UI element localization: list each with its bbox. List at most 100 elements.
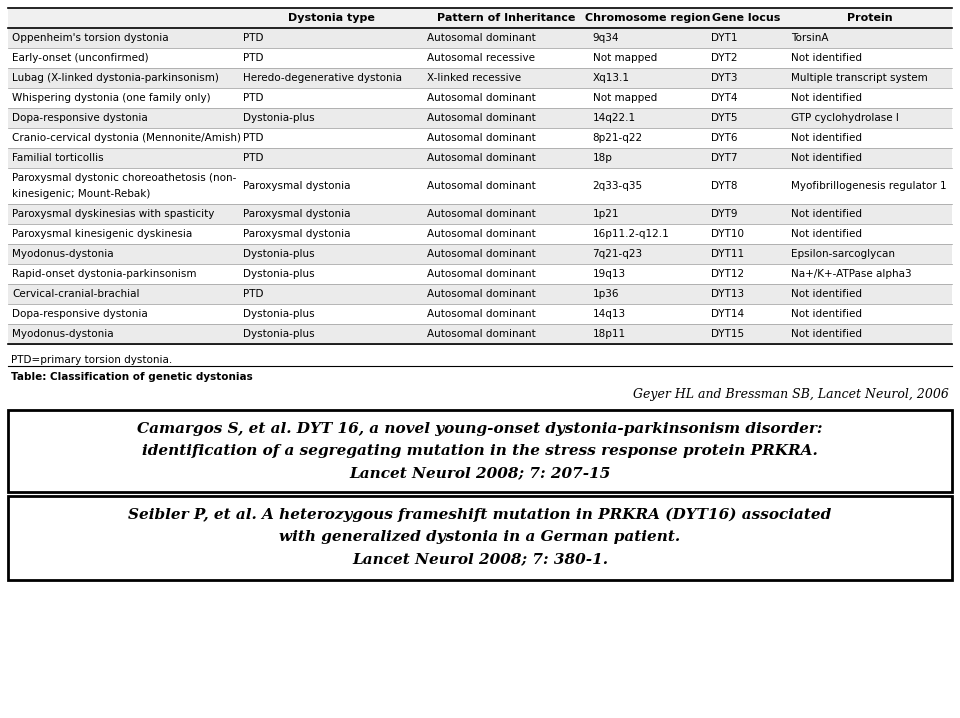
Bar [8, 108, 952, 128]
Bar [8, 224, 952, 244]
Text: 9q34: 9q34 [592, 33, 619, 43]
Text: Myofibrillogenesis regulator 1: Myofibrillogenesis regulator 1 [791, 181, 947, 191]
Bar [8, 68, 952, 88]
Text: PTD=primary torsion dystonia.: PTD=primary torsion dystonia. [11, 355, 172, 365]
Text: Paroxysmal kinesigenic dyskinesia: Paroxysmal kinesigenic dyskinesia [12, 229, 192, 239]
Text: Not identified: Not identified [791, 209, 862, 219]
Text: PTD: PTD [243, 153, 264, 163]
Text: 18p: 18p [592, 153, 612, 163]
Text: DYT2: DYT2 [710, 53, 737, 63]
Text: Dystonia-plus: Dystonia-plus [243, 269, 315, 279]
Text: 1p36: 1p36 [592, 289, 619, 299]
Text: Not identified: Not identified [791, 153, 862, 163]
Text: GTP cyclohydrolase I: GTP cyclohydrolase I [791, 113, 899, 123]
Text: Epsilon-sarcoglycan: Epsilon-sarcoglycan [791, 249, 895, 259]
Text: Gene locus: Gene locus [712, 13, 780, 23]
Text: Not identified: Not identified [791, 53, 862, 63]
Bar [8, 204, 952, 224]
Text: Autosomal dominant: Autosomal dominant [427, 33, 536, 43]
Text: Dopa-responsive dystonia: Dopa-responsive dystonia [12, 309, 148, 319]
Text: Lubag (X-linked dystonia-parkinsonism): Lubag (X-linked dystonia-parkinsonism) [12, 73, 219, 83]
Text: PTD: PTD [243, 33, 264, 43]
Text: Not mapped: Not mapped [592, 53, 657, 63]
Text: Not mapped: Not mapped [592, 93, 657, 103]
Bar [8, 48, 952, 68]
Text: Paroxysmal dystonic choreoathetosis (non-: Paroxysmal dystonic choreoathetosis (non… [12, 173, 236, 183]
Text: Dystonia-plus: Dystonia-plus [243, 309, 315, 319]
Text: Whispering dystonia (one family only): Whispering dystonia (one family only) [12, 93, 210, 103]
Text: PTD: PTD [243, 93, 264, 103]
Text: 18p11: 18p11 [592, 329, 626, 339]
Text: Not identified: Not identified [791, 133, 862, 143]
Text: Autosomal dominant: Autosomal dominant [427, 113, 536, 123]
Bar [8, 88, 952, 108]
Text: DYT15: DYT15 [710, 329, 744, 339]
Text: DYT4: DYT4 [710, 93, 737, 103]
Text: 19q13: 19q13 [592, 269, 626, 279]
Text: PTD: PTD [243, 53, 264, 63]
Text: Chromosome region: Chromosome region [585, 13, 710, 23]
Text: 14q13: 14q13 [592, 309, 626, 319]
Bar [8, 168, 952, 204]
Text: Not identified: Not identified [791, 229, 862, 239]
Text: Paroxysmal dystonia: Paroxysmal dystonia [243, 229, 350, 239]
Text: DYT9: DYT9 [710, 209, 737, 219]
Text: Early-onset (unconfirmed): Early-onset (unconfirmed) [12, 53, 149, 63]
Text: Familial torticollis: Familial torticollis [12, 153, 104, 163]
Bar [8, 304, 952, 324]
Text: Autosomal dominant: Autosomal dominant [427, 249, 536, 259]
Bar [8, 496, 952, 580]
Bar [8, 410, 952, 492]
Text: Autosomal dominant: Autosomal dominant [427, 229, 536, 239]
Text: Cranio-cervical dystonia (Mennonite/Amish): Cranio-cervical dystonia (Mennonite/Amis… [12, 133, 241, 143]
Text: Autosomal dominant: Autosomal dominant [427, 329, 536, 339]
Text: Autosomal dominant: Autosomal dominant [427, 133, 536, 143]
Text: X-linked recessive: X-linked recessive [427, 73, 521, 83]
Bar [8, 128, 952, 148]
Text: Autosomal recessive: Autosomal recessive [427, 53, 536, 63]
Text: Myodonus-dystonia: Myodonus-dystonia [12, 329, 113, 339]
Bar [8, 324, 952, 344]
Bar [8, 28, 952, 48]
Text: Table: Classification of genetic dystonias: Table: Classification of genetic dystoni… [11, 372, 252, 382]
Text: PTD: PTD [243, 133, 264, 143]
Text: Dystonia-plus: Dystonia-plus [243, 329, 315, 339]
Text: DYT7: DYT7 [710, 153, 737, 163]
Text: Dopa-responsive dystonia: Dopa-responsive dystonia [12, 113, 148, 123]
Text: Autosomal dominant: Autosomal dominant [427, 309, 536, 319]
Bar [8, 8, 952, 28]
Text: Camargos S, et al. DYT 16, a novel young-onset dystonia-parkinsonism disorder:: Camargos S, et al. DYT 16, a novel young… [137, 422, 823, 436]
Text: 8p21-q22: 8p21-q22 [592, 133, 642, 143]
Text: Lancet Neurol 2008; 7: 380-1.: Lancet Neurol 2008; 7: 380-1. [352, 552, 608, 566]
Text: Not identified: Not identified [791, 309, 862, 319]
Text: DYT12: DYT12 [710, 269, 744, 279]
Text: DYT10: DYT10 [710, 229, 744, 239]
Text: Na+/K+-ATPase alpha3: Na+/K+-ATPase alpha3 [791, 269, 911, 279]
Text: Geyer HL and Bressman SB, Lancet Neurol, 2006: Geyer HL and Bressman SB, Lancet Neurol,… [634, 388, 949, 401]
Text: Autosomal dominant: Autosomal dominant [427, 153, 536, 163]
Text: Dystonia-plus: Dystonia-plus [243, 249, 315, 259]
Text: Dystonia-plus: Dystonia-plus [243, 113, 315, 123]
Text: Heredo-degenerative dystonia: Heredo-degenerative dystonia [243, 73, 402, 83]
Text: Pattern of Inheritance: Pattern of Inheritance [437, 13, 575, 23]
Text: Autosomal dominant: Autosomal dominant [427, 181, 536, 191]
Bar [8, 284, 952, 304]
Text: DYT1: DYT1 [710, 33, 737, 43]
Text: identification of a segregating mutation in the stress response protein PRKRA.: identification of a segregating mutation… [142, 444, 818, 458]
Text: Cervical-cranial-brachial: Cervical-cranial-brachial [12, 289, 139, 299]
Text: Lancet Neurol 2008; 7: 207-15: Lancet Neurol 2008; 7: 207-15 [349, 466, 611, 480]
Text: 7q21-q23: 7q21-q23 [592, 249, 642, 259]
Text: DYT6: DYT6 [710, 133, 737, 143]
Text: TorsinA: TorsinA [791, 33, 828, 43]
Bar [8, 244, 952, 264]
Text: 2q33-q35: 2q33-q35 [592, 181, 642, 191]
Bar [8, 148, 952, 168]
Bar [8, 264, 952, 284]
Text: Myodonus-dystonia: Myodonus-dystonia [12, 249, 113, 259]
Text: Protein: Protein [847, 13, 892, 23]
Text: 16p11.2-q12.1: 16p11.2-q12.1 [592, 229, 669, 239]
Text: DYT13: DYT13 [710, 289, 744, 299]
Text: Autosomal dominant: Autosomal dominant [427, 93, 536, 103]
Text: DYT14: DYT14 [710, 309, 744, 319]
Text: Dystonia type: Dystonia type [288, 13, 374, 23]
